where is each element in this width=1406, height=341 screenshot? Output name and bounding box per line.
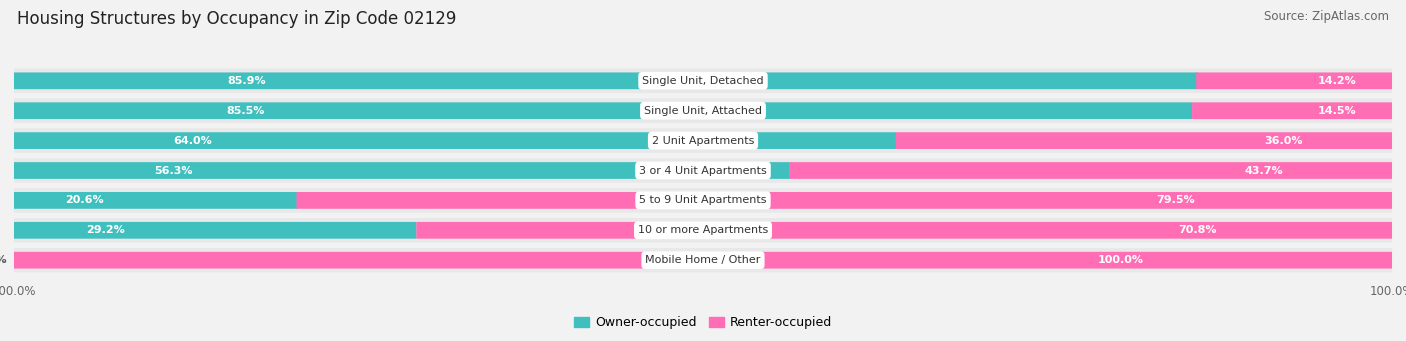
FancyBboxPatch shape [14,102,1192,119]
FancyBboxPatch shape [14,72,1198,89]
Text: 56.3%: 56.3% [153,165,193,176]
Text: 2 Unit Apartments: 2 Unit Apartments [652,136,754,146]
Text: 36.0%: 36.0% [1264,136,1302,146]
FancyBboxPatch shape [14,218,1392,242]
Text: 3 or 4 Unit Apartments: 3 or 4 Unit Apartments [640,165,766,176]
Text: 10 or more Apartments: 10 or more Apartments [638,225,768,235]
Text: 79.5%: 79.5% [1156,195,1195,205]
Text: 0.0%: 0.0% [0,255,7,265]
Text: 70.8%: 70.8% [1178,225,1216,235]
Text: Single Unit, Detached: Single Unit, Detached [643,76,763,86]
FancyBboxPatch shape [14,252,1392,269]
FancyBboxPatch shape [1192,102,1392,119]
FancyBboxPatch shape [14,99,1392,123]
FancyBboxPatch shape [14,162,790,179]
Text: 64.0%: 64.0% [173,136,211,146]
FancyBboxPatch shape [14,192,298,209]
FancyBboxPatch shape [14,188,1392,213]
Text: 14.2%: 14.2% [1317,76,1357,86]
Text: 85.5%: 85.5% [226,106,264,116]
FancyBboxPatch shape [14,132,896,149]
FancyBboxPatch shape [790,162,1392,179]
Text: 14.5%: 14.5% [1317,106,1355,116]
FancyBboxPatch shape [14,158,1392,183]
FancyBboxPatch shape [1197,72,1392,89]
FancyBboxPatch shape [416,222,1392,239]
FancyBboxPatch shape [14,222,416,239]
Text: 20.6%: 20.6% [65,195,104,205]
Text: Source: ZipAtlas.com: Source: ZipAtlas.com [1264,10,1389,23]
Text: 43.7%: 43.7% [1244,165,1284,176]
Text: 100.0%: 100.0% [1098,255,1144,265]
Text: Mobile Home / Other: Mobile Home / Other [645,255,761,265]
Text: Housing Structures by Occupancy in Zip Code 02129: Housing Structures by Occupancy in Zip C… [17,10,456,28]
FancyBboxPatch shape [14,69,1392,93]
FancyBboxPatch shape [297,192,1392,209]
Text: 29.2%: 29.2% [87,225,125,235]
FancyBboxPatch shape [14,248,1392,272]
FancyBboxPatch shape [14,128,1392,153]
FancyBboxPatch shape [896,132,1392,149]
Text: 85.9%: 85.9% [228,76,266,86]
Legend: Owner-occupied, Renter-occupied: Owner-occupied, Renter-occupied [568,311,838,335]
Text: 5 to 9 Unit Apartments: 5 to 9 Unit Apartments [640,195,766,205]
Text: Single Unit, Attached: Single Unit, Attached [644,106,762,116]
